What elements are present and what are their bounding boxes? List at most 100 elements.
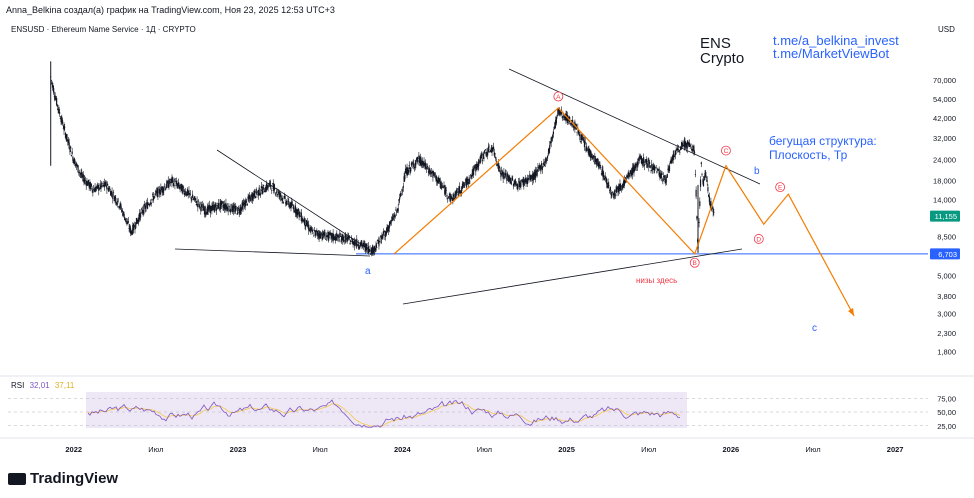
price-candle-body (650, 170, 652, 171)
price-candle-body (578, 135, 580, 136)
price-candle-body (282, 201, 285, 203)
price-candle-body (87, 182, 89, 186)
price-candle-body (455, 191, 457, 199)
price-candle-body (612, 193, 614, 195)
price-candle-body (230, 204, 232, 211)
price-candle-body (131, 231, 133, 235)
price-candle-body (392, 218, 394, 221)
price-candle-body (541, 166, 543, 170)
wave-projection (393, 107, 855, 317)
wave-marker-label: E (778, 185, 783, 192)
price-candle-body (515, 182, 517, 186)
price-candle-body (483, 157, 485, 159)
price-candle-body (453, 194, 455, 198)
price-candle-body (315, 230, 317, 231)
tradingview-logo[interactable]: TradingView (8, 470, 118, 487)
price-candle-body (106, 186, 108, 190)
price-candle-body (199, 202, 201, 205)
price-candle-body (200, 204, 203, 208)
price-candle-body (524, 177, 526, 182)
price-candle-body (521, 180, 523, 181)
price-candle-body (631, 167, 634, 175)
price-candle-body (623, 180, 625, 186)
price-candle-body (586, 148, 589, 150)
price-candle-body (427, 170, 430, 173)
price-candle-body (647, 160, 649, 162)
price-candle-body (98, 188, 101, 190)
price-candle-body (520, 182, 522, 187)
price-candle-body (351, 239, 353, 244)
price-candle-body (541, 163, 543, 166)
price-candle-body (138, 217, 140, 223)
price-candle-body (607, 182, 609, 188)
telegram-links[interactable]: t.me/a_belkina_invest t.me/MarketViewBot (773, 34, 899, 60)
price-candle-body (532, 173, 535, 181)
price-candle-body (312, 230, 314, 231)
price-candle-body (381, 236, 383, 239)
price-candle-body (61, 116, 63, 123)
price-candle-body (592, 156, 594, 159)
price-candle-body (248, 195, 251, 199)
price-candle-body (299, 216, 302, 217)
price-candle-body (496, 163, 498, 167)
price-candle-body (658, 168, 660, 176)
wave-path (393, 107, 855, 317)
price-candle-body (535, 170, 538, 172)
price-candle-body (699, 179, 702, 187)
price-candle-body (185, 194, 187, 195)
price-candle-body (344, 234, 346, 236)
currency-label[interactable]: USD (938, 25, 955, 34)
price-candle-body (293, 207, 295, 212)
price-candle-body (316, 231, 319, 236)
price-candle-body (74, 161, 76, 167)
price-candle-body (253, 190, 255, 197)
price-candle-body (525, 180, 527, 183)
price-candle-body (368, 249, 370, 252)
symbol-line[interactable]: ENSUSD · Ethereum Name Service · 1Д · CR… (11, 25, 196, 34)
price-candle-body (262, 187, 264, 194)
price-candle-body (237, 207, 240, 209)
price-candle-body (163, 189, 165, 192)
price-candle-body (316, 231, 318, 235)
price-candle-body (467, 181, 470, 184)
price-candle-body (416, 157, 418, 162)
price-candle-body (678, 150, 680, 152)
price-candle-body (707, 187, 709, 192)
rsi-legend[interactable]: RSI 32,01 37,11 (11, 381, 74, 390)
price-candle-body (467, 179, 469, 181)
price-candle-body (450, 196, 453, 199)
price-candle-body (500, 173, 502, 178)
price-candle-body (464, 184, 466, 186)
price-candle-body (119, 203, 121, 208)
price-candle-body (52, 85, 54, 91)
price-candle-body (703, 176, 705, 181)
price-candle-body (404, 174, 406, 180)
price-candle-body (357, 243, 359, 247)
price-candle-body (281, 198, 283, 201)
price-candle-body (353, 242, 355, 244)
price-candle-body (409, 167, 411, 172)
price-candle-body (696, 216, 698, 219)
price-candle-body (275, 192, 277, 194)
price-candle-body (713, 212, 715, 213)
price-candle-body (445, 190, 447, 191)
price-candle-body (426, 163, 428, 167)
price-candle-body (184, 190, 186, 194)
price-candle-body (348, 235, 350, 239)
price-candle-body (668, 165, 671, 172)
price-candle-body (314, 230, 316, 236)
price-candle-body (407, 168, 409, 176)
price-candle-body (234, 205, 237, 212)
price-candle-body (158, 188, 160, 194)
price-candle-body (291, 202, 293, 207)
price-candle-body (76, 165, 78, 166)
price-candle-body (428, 168, 430, 175)
price-candle-body (653, 165, 655, 170)
price-candle-body (430, 171, 432, 175)
price-candle-body (58, 112, 61, 114)
wave-label-b: b (754, 166, 760, 177)
price-candle-body (317, 233, 319, 236)
trendlines (174, 68, 928, 305)
price-candle-body (435, 177, 437, 180)
